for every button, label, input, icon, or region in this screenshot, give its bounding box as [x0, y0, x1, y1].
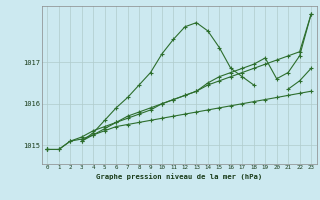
X-axis label: Graphe pression niveau de la mer (hPa): Graphe pression niveau de la mer (hPa) [96, 173, 262, 180]
